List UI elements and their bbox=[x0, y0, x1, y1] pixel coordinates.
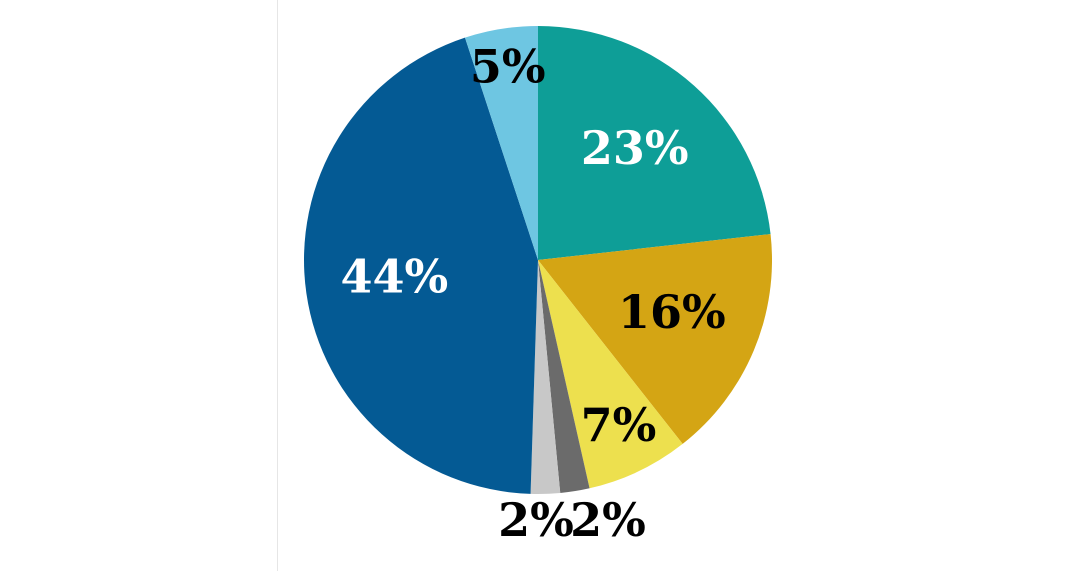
pie-slice bbox=[303, 37, 538, 494]
pie-slice bbox=[530, 260, 561, 495]
value-label: 44% bbox=[341, 250, 449, 304]
value-label: 7% bbox=[581, 398, 657, 452]
pie-slice bbox=[538, 260, 683, 489]
pie-slice bbox=[538, 260, 590, 493]
value-label: 23% bbox=[581, 121, 689, 175]
value-label: 5% bbox=[470, 40, 546, 94]
value-label: 2% bbox=[498, 493, 574, 547]
pie-slice bbox=[538, 26, 771, 260]
value-label: 16% bbox=[618, 285, 726, 339]
pie-slice bbox=[538, 234, 772, 444]
value-label: 2% bbox=[570, 493, 646, 547]
pie-slice bbox=[464, 26, 538, 260]
